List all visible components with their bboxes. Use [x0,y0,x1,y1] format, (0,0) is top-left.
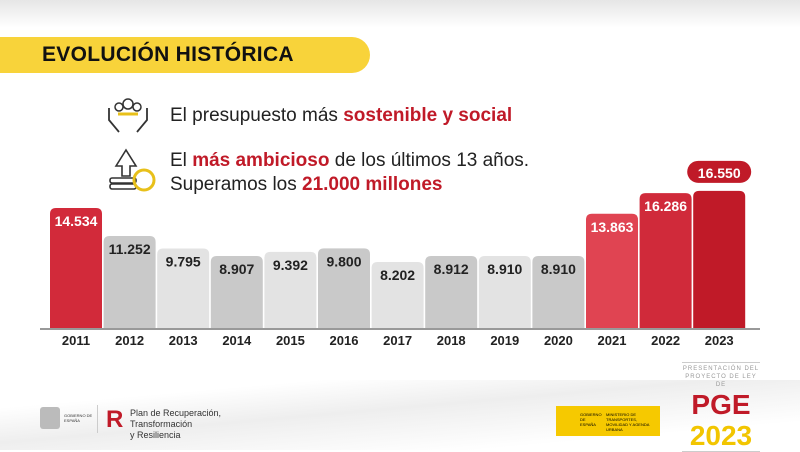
hands-people-icon [108,98,148,133]
value-label-2012: 11.252 [109,241,151,257]
text-highlight: más ambicioso [192,150,330,171]
category-label-2019: 2019 [490,333,519,348]
value-label-2011: 14.534 [55,213,98,229]
bar-2018 [425,255,478,328]
coat-of-arms-icon [40,407,60,429]
bar-2017 [371,262,424,328]
text: y Resiliencia [130,430,181,440]
text: Plan de Recuperación, [130,408,222,418]
category-label-2020: 2020 [544,333,573,348]
pge-text: PGE [691,389,751,420]
bar-2012 [103,236,156,328]
pge-logo: PRESENTACIÓN DEL PROYECTO DE LEY DE PGE … [682,362,760,452]
category-label-2013: 2013 [169,333,198,348]
gobierno-logo: GOBIERNO DE ESPAÑA [40,407,100,429]
text: MINISTERIO DE TRANSPORTES, MOVILIDAD Y A… [606,412,650,432]
text: GOBIERNO DE ESPAÑA [580,412,602,427]
value-label-2022: 16.286 [644,198,687,214]
bar-2015 [264,251,317,328]
text: GOBIERNO DE ESPAÑA [64,413,93,423]
value-label-2016: 9.800 [326,253,361,269]
value-label-2020: 8.910 [541,261,576,277]
text: Superamos los [170,174,303,195]
value-label-2018: 8.912 [434,261,469,277]
value-label-2013: 9.795 [166,253,201,269]
bar-chart: 14.534 2011 11.252 2012 9.795 2013 8.907 2014 9.… [40,160,760,348]
value-label-2023: 16.550 [698,165,741,181]
value-label-2017: 8.202 [380,267,415,283]
value-label-pill [687,160,752,183]
category-label-2022: 2022 [651,333,680,348]
category-label-2017: 2017 [383,333,412,348]
category-label-2011: 2011 [62,333,90,348]
text: de los últimos 13 años. [329,150,530,171]
bar-2023 [693,190,746,328]
page-title: EVOLUCIÓN HISTÓRICA [0,37,370,73]
text: El presupuesto más [170,105,344,126]
bottom-wave [0,380,800,450]
category-label-2021: 2021 [598,333,627,348]
category-label-2018: 2018 [437,333,466,348]
text: Transformación [130,419,193,429]
top-wave [0,0,800,28]
text-highlight: 21.000 millones [302,174,443,195]
divider [97,405,98,433]
value-label-2014: 8.907 [219,261,254,277]
bar-2014 [210,256,263,328]
category-label-2023: 2023 [705,333,734,348]
category-label-2016: 2016 [330,333,359,348]
bar-2013 [157,248,210,328]
text: PRESENTACIÓN DEL PROYECTO DE LEY DE [682,362,760,389]
value-label-2021: 13.863 [591,219,634,235]
recovery-plan-logo: R [106,406,124,433]
headline-social: El presupuesto más sostenible y social [170,105,512,127]
category-label-2014: 2014 [222,333,252,348]
recovery-plan-text: Plan de Recuperación, Transformación y Res… [130,408,221,441]
category-label-2012: 2012 [115,333,144,348]
bar-2020 [532,256,585,328]
bar-2011 [50,208,102,328]
headline-millions: Superamos los 21.000 millones [170,174,442,196]
value-label-2019: 8.910 [487,261,522,277]
ministry-logo: GOBIERNO DE ESPAÑA MINISTERIO DE TRANSPOR… [556,406,660,436]
category-label-2015: 2015 [276,333,305,348]
value-label-2015: 9.392 [273,257,308,273]
bar-2016 [318,248,370,328]
baseline [40,328,760,330]
bar-2021 [586,213,638,328]
headline-ambitious: El más ambicioso de los últimos 13 años. [170,150,529,172]
text: El [170,150,193,171]
year-text: 2023 [682,420,760,452]
text-highlight: sostenible y social [343,105,513,126]
coins-arrow-icon [109,148,156,192]
bar-2019 [478,256,531,328]
bar-2022 [639,193,692,328]
